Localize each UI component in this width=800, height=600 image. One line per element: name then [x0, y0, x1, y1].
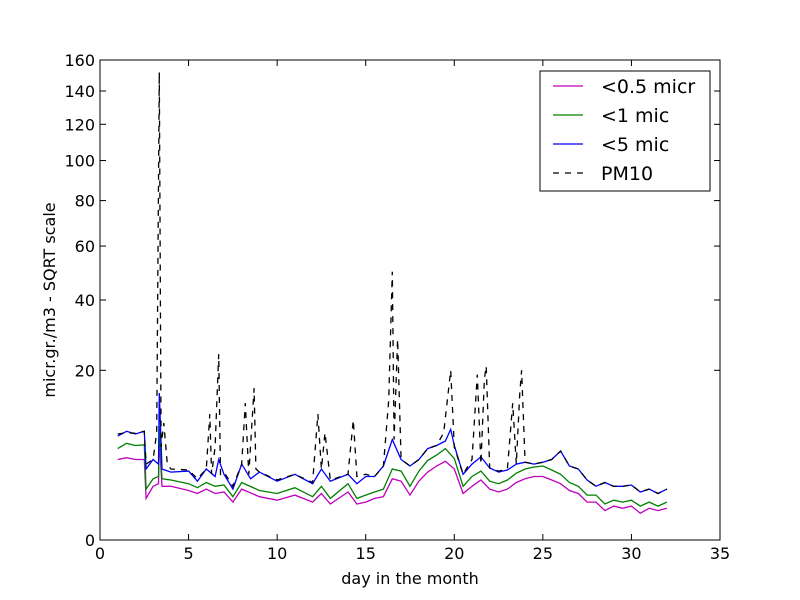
y-tick-label-3: 60	[75, 237, 95, 256]
series-line-0	[117, 439, 668, 514]
x-tick-label-4: 20	[444, 544, 464, 563]
x-axis-ticks: 0 5 10 15 20 25 30 35	[95, 60, 730, 563]
y-tick-label-0: 0	[85, 531, 95, 550]
y-tick-label-2: 40	[75, 291, 95, 310]
x-tick-label-5: 25	[533, 544, 553, 563]
series-line-1	[117, 426, 668, 507]
legend-label-0: <0.5 micr	[601, 76, 695, 98]
series-layer	[117, 72, 668, 514]
y-tick-label-4: 80	[75, 192, 95, 211]
y-axis-ticks: 0 20 40 60 80 100 120 140 160	[64, 51, 720, 550]
y-tick-label-6: 120	[64, 115, 95, 134]
x-tick-label-0: 0	[95, 544, 105, 563]
legend-items: <0.5 micr <1 mic <5 mic PM10	[553, 76, 695, 185]
series-line-3	[117, 72, 668, 495]
x-tick-label-2: 10	[267, 544, 287, 563]
y-tick-label-5: 100	[64, 152, 95, 171]
x-tick-label-6: 30	[621, 544, 641, 563]
legend: <0.5 micr <1 mic <5 mic PM10	[539, 70, 711, 192]
y-tick-label-7: 140	[64, 82, 95, 101]
x-axis-label: day in the month	[341, 569, 478, 588]
legend-frame	[539, 70, 711, 192]
x-tick-label-1: 5	[183, 544, 193, 563]
legend-label-1: <1 mic	[601, 105, 669, 127]
y-tick-label-8: 160	[64, 51, 95, 70]
x-tick-label-7: 35	[710, 544, 730, 563]
x-tick-label-3: 15	[356, 544, 376, 563]
y-tick-label-1: 20	[75, 361, 95, 380]
legend-label-2: <5 mic	[601, 134, 669, 156]
legend-label-3: PM10	[601, 163, 653, 185]
y-axis-label: micr.gr./m3 - SQRT scale	[40, 202, 59, 397]
